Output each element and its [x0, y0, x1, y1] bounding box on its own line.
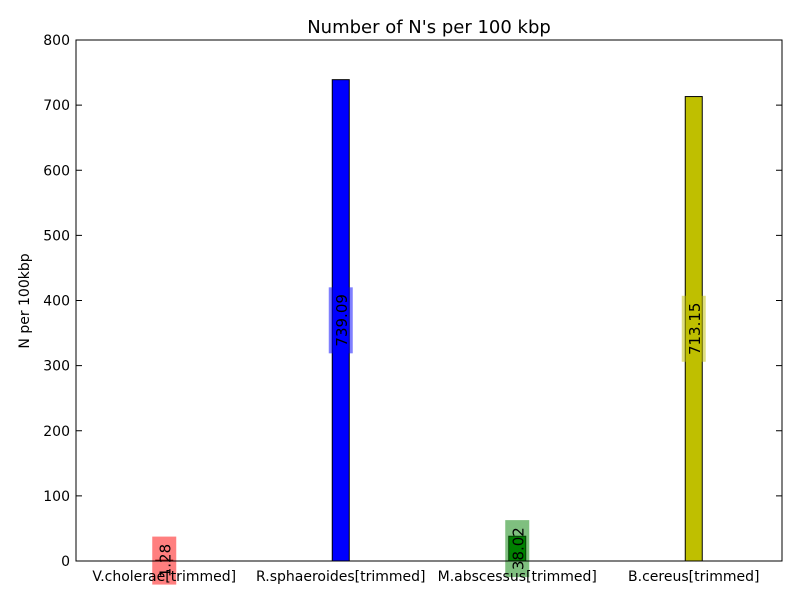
data-label-1: 739.09	[328, 287, 353, 354]
x-tick-label-1: R.sphaeroides[trimmed]	[256, 569, 425, 585]
data-label-text-1: 739.09	[333, 294, 351, 347]
data-label-2: 38.02	[505, 520, 530, 578]
data-label-text-2: 38.02	[509, 527, 527, 570]
bars-layer	[155, 79, 703, 562]
data-label-box-3	[681, 295, 706, 362]
y-tick-label-1: 100	[43, 489, 70, 505]
data-label-box-1	[328, 287, 353, 354]
y-tick-label-5: 500	[43, 228, 70, 244]
y-tick-label-6: 600	[43, 163, 70, 179]
x-tick-label-2: M.abscessus[trimmed]	[438, 569, 597, 585]
y-axis-label: N per 100kbp	[17, 253, 33, 348]
y-tick-label-8: 800	[43, 33, 70, 49]
x-tick-labels-layer: V.cholerae[trimmed] R.sphaeroides[trimmed…	[92, 569, 759, 585]
x-tick-label-0: V.cholerae[trimmed]	[92, 569, 236, 585]
y-tick-label-0: 0	[61, 554, 70, 570]
y-tick-label-7: 700	[43, 98, 70, 114]
plot-frame	[75, 39, 783, 562]
data-label-box-2	[505, 520, 530, 578]
y-tick-label-4: 400	[43, 294, 70, 310]
ticks-layer: 0 100 200 300 400 500 600 700 800	[43, 33, 782, 570]
data-label-text-3: 713.15	[686, 303, 704, 356]
y-tick-label-3: 300	[43, 359, 70, 375]
y-tick-label-2: 200	[43, 424, 70, 440]
chart-title: Number of N's per 100 kbp	[307, 17, 551, 38]
data-label-3: 713.15	[681, 295, 706, 362]
x-tick-label-3: B.cereus[trimmed]	[628, 569, 759, 585]
